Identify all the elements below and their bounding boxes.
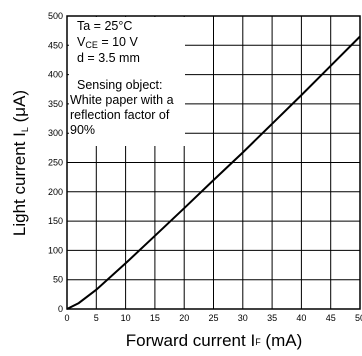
y-tick-label: 400 xyxy=(48,70,63,80)
plot-frame xyxy=(66,15,361,310)
x-tick-label: 50 xyxy=(355,313,362,323)
vce-value: = 10 V xyxy=(98,35,139,49)
data-series xyxy=(66,35,361,310)
sensing-object-title: Sensing object: xyxy=(77,78,162,92)
ta-annotation: Ta = 25°C xyxy=(77,19,132,33)
y-tick-label: 100 xyxy=(48,245,63,255)
sensing-object-line-3: 90% xyxy=(70,123,95,137)
distance-annotation: d = 3.5 mm xyxy=(77,51,140,65)
y-tick-label: 50 xyxy=(53,275,63,285)
y-tick-label: 500 xyxy=(48,11,63,21)
x-tick-label: 10 xyxy=(121,313,131,323)
x-tick-label: 5 xyxy=(94,313,99,323)
y-tick-label: 250 xyxy=(48,158,63,168)
y-tick-label: 450 xyxy=(48,40,63,50)
y-tick-label: 350 xyxy=(48,99,63,109)
x-tick-label: 20 xyxy=(179,313,189,323)
x-tick-label: 40 xyxy=(296,313,306,323)
vce-subscript: CE xyxy=(85,40,98,50)
x-tick-label: 45 xyxy=(326,313,336,323)
y-tick-label: 200 xyxy=(48,187,63,197)
y-axis-symbol: I xyxy=(10,132,29,137)
y-tick-label: 0 xyxy=(58,304,63,314)
light-current-curve xyxy=(66,35,361,310)
x-tick-label: 30 xyxy=(238,313,248,323)
x-axis-symbol: I xyxy=(250,331,255,350)
x-axis-label: Forward current xyxy=(126,331,246,350)
x-axis-subscript: F xyxy=(255,337,261,347)
y-tick-label: 300 xyxy=(48,128,63,138)
x-tick-label: 15 xyxy=(150,313,160,323)
y-axis-subscript: L xyxy=(20,127,30,132)
x-axis-title: Forward current IF (mA) xyxy=(126,331,303,350)
y-axis-unit: (μA) xyxy=(10,90,29,122)
y-axis-label: Light current xyxy=(10,141,29,236)
sensing-object-line-2: reflection factor of xyxy=(70,108,170,122)
y-tick-label: 150 xyxy=(48,216,63,226)
vce-symbol: V xyxy=(77,35,86,49)
x-tick-label: 25 xyxy=(208,313,218,323)
x-axis-unit: (mA) xyxy=(265,331,302,350)
y-axis-title: Light current IL (μA) xyxy=(10,90,30,236)
x-tick-label: 35 xyxy=(267,313,277,323)
x-tick-label: 0 xyxy=(64,313,69,323)
vce-annotation: VCE = 10 V xyxy=(77,35,138,50)
tick-labels: 0510152025303540455005010015020025030035… xyxy=(48,11,362,323)
sensing-object-line-1: White paper with a xyxy=(70,93,174,107)
annotation-box xyxy=(69,17,185,146)
